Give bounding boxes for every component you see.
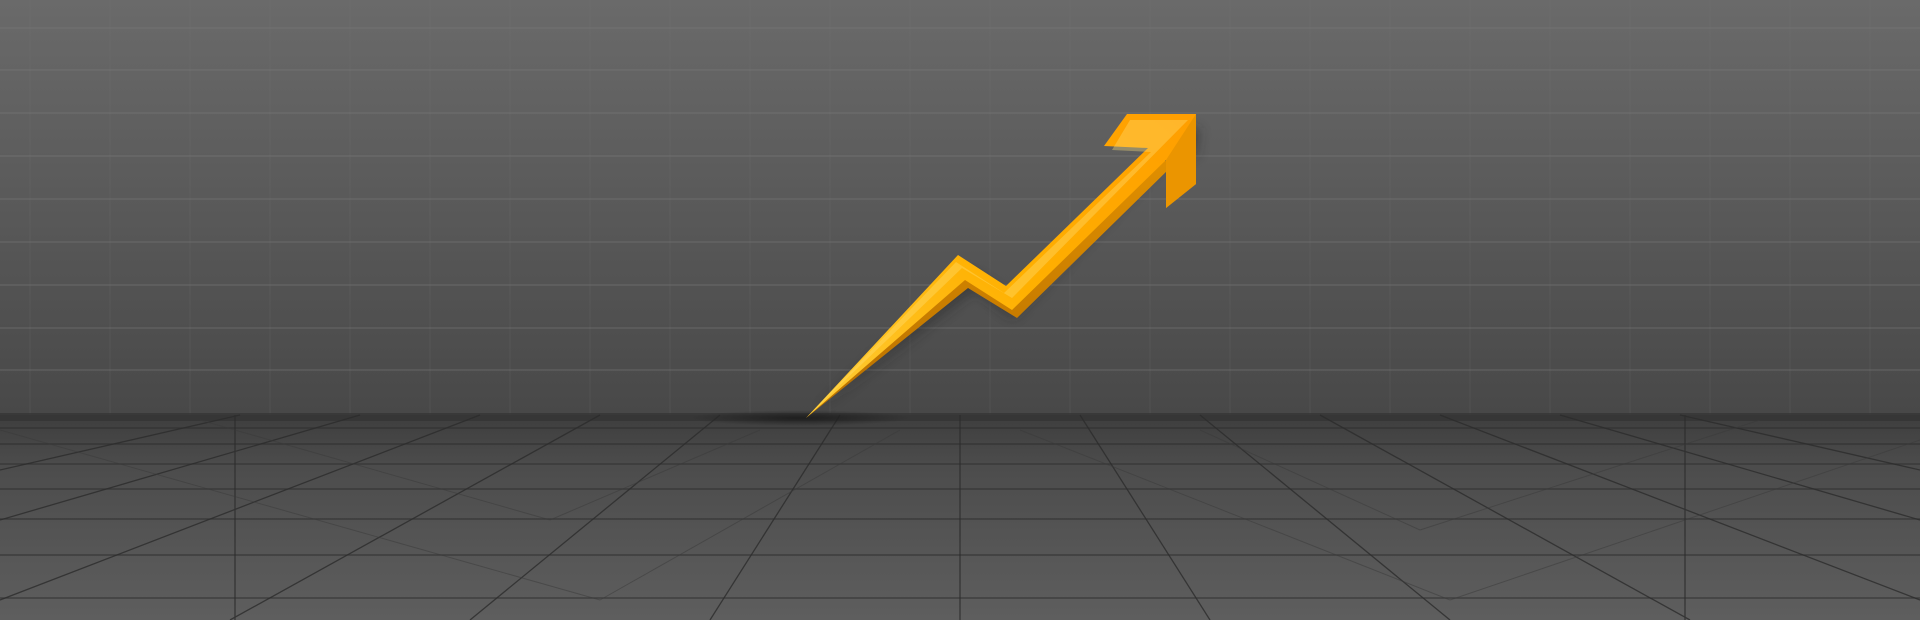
floor-grid-perspective	[0, 414, 1920, 620]
arrow-head-edge	[1166, 114, 1196, 208]
wall	[0, 0, 1920, 415]
floor-grid-diagonals	[0, 419, 1920, 601]
arrow-highlight	[812, 120, 1188, 412]
arrow-ground-shadow	[690, 410, 910, 426]
wall-grid-vertical	[29, 0, 1871, 415]
wall-grid	[0, 27, 1920, 371]
arrow-body	[806, 114, 1196, 418]
